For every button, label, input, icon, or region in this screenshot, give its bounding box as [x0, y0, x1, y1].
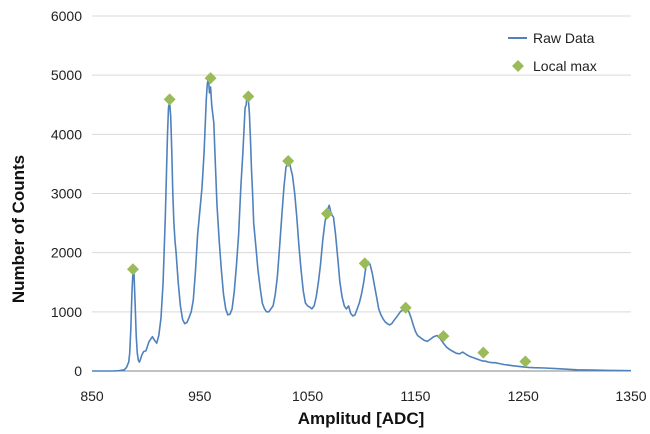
local-max-marker — [282, 154, 295, 167]
y-tick-label: 5000 — [51, 67, 82, 83]
x-tick-label: 850 — [80, 388, 104, 404]
y-tick-label: 1000 — [51, 304, 82, 320]
y-tick-label: 3000 — [51, 186, 82, 202]
local-max-marker — [519, 355, 532, 368]
x-tick-label: 950 — [188, 388, 212, 404]
y-tick-label: 4000 — [51, 126, 82, 142]
local-max-marker — [321, 207, 334, 220]
x-tick-label: 1150 — [400, 388, 430, 404]
x-axis-ticks: 850 950 1050 1150 1250 1350 — [80, 388, 646, 404]
x-tick-label: 1350 — [615, 388, 646, 404]
y-axis-ticks: 0 1000 2000 3000 4000 5000 6000 — [51, 8, 82, 379]
local-max-marker — [477, 346, 490, 359]
legend-swatch-local-max — [512, 60, 524, 72]
y-tick-label: 2000 — [51, 245, 82, 261]
local-max-marker — [358, 257, 371, 270]
local-max-marker — [242, 90, 255, 103]
legend-label-raw-data: Raw Data — [533, 30, 595, 46]
local-max-marker — [399, 301, 412, 314]
x-axis-title: Amplitud [ADC] — [298, 409, 425, 428]
gridlines — [92, 15, 631, 313]
legend: Raw Data Local max — [508, 30, 597, 74]
local-max-marker — [437, 330, 450, 343]
local-max-marker — [204, 72, 217, 85]
local-max-marker — [126, 263, 139, 276]
series-line-raw-data — [92, 77, 632, 372]
legend-label-local-max: Local max — [533, 58, 597, 74]
y-tick-label: 0 — [74, 363, 82, 379]
y-axis-title: Number of Counts — [9, 155, 28, 303]
local-max-markers — [126, 72, 532, 368]
y-tick-label: 6000 — [51, 8, 82, 24]
local-max-marker — [163, 93, 176, 106]
x-tick-label: 1050 — [292, 388, 323, 404]
x-tick-label: 1250 — [508, 388, 539, 404]
